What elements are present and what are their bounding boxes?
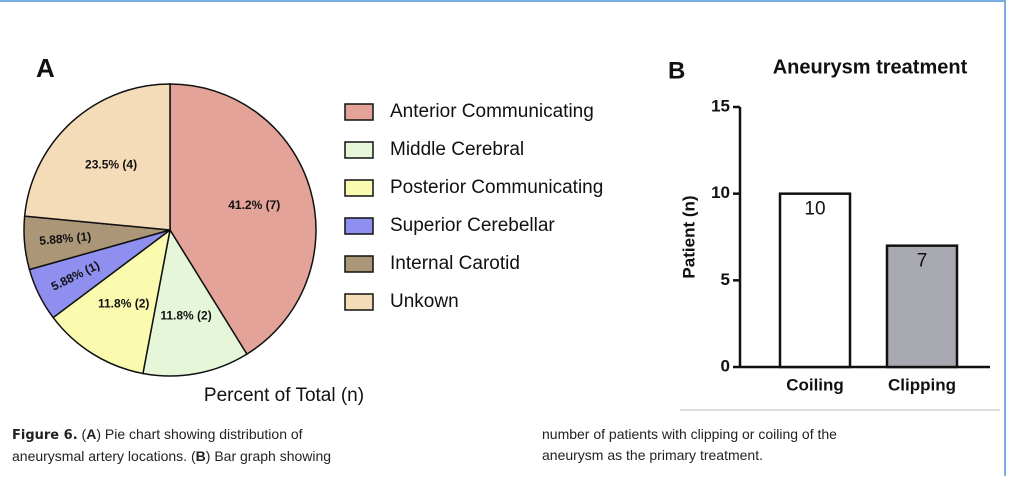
x-tick-label: Coiling [786, 375, 844, 394]
caption-panel: B [195, 448, 206, 464]
caption-panel: A [86, 426, 97, 442]
x-tick-label: Clipping [888, 375, 956, 394]
pie-slice [23, 83, 171, 231]
bar-value-label: 7 [917, 251, 928, 272]
bar-value-label: 10 [804, 199, 825, 220]
pie-slice [52, 228, 172, 375]
caption-text: ( [81, 426, 87, 442]
legend-swatch [344, 217, 374, 235]
caption: Figure 6. (A) Pie chart showing distribu… [12, 424, 872, 470]
legend-label: Unkown [390, 291, 459, 312]
pie-slice [142, 227, 248, 377]
caption-text: ) Bar graph showing number of patients w… [205, 426, 837, 464]
bar [778, 192, 852, 369]
bar [885, 244, 959, 369]
slice-label: 5.88% (1) [39, 229, 92, 248]
slice-label: 23.5% (4) [85, 157, 137, 171]
chart-title: Aneurysm treatment [773, 56, 968, 78]
y-tick-label: 10 [711, 183, 730, 202]
figure: A 41.2% (7) Anterior Communicating 11.8% (2… [23, 53, 1000, 411]
y-axis-label: Patient (n) [679, 195, 698, 278]
slice-label: 11.8% (2) [160, 308, 211, 322]
legend-label: Anterior Communicating [390, 101, 594, 122]
pie-slice [169, 83, 317, 356]
x-axis-label: Percent of Total (n) [204, 385, 364, 406]
legend-label: Superior Cerebellar [390, 215, 555, 236]
legend-label: Internal Carotid [390, 253, 520, 274]
legend-swatch [344, 103, 374, 121]
panel-letter: A [36, 53, 55, 83]
legend-swatch [344, 179, 374, 197]
slice-label: 11.8% (2) [98, 297, 149, 311]
slice-label: 41.2% (7) [228, 198, 280, 212]
legend-swatch [344, 293, 374, 311]
legend-label: Middle Cerebral [390, 139, 524, 160]
legend-label: Posterior Communicating [390, 177, 603, 198]
caption-label: Figure 6. [12, 428, 78, 443]
legend-swatch [344, 141, 374, 159]
legend-swatch [344, 255, 374, 273]
y-tick-label: 5 [721, 270, 730, 289]
caption-text: ) Pie chart showing distribution of aneu… [12, 426, 303, 464]
panel-letter: B [668, 57, 685, 84]
y-tick-label: 0 [721, 356, 730, 375]
y-tick-label: 15 [711, 96, 730, 115]
